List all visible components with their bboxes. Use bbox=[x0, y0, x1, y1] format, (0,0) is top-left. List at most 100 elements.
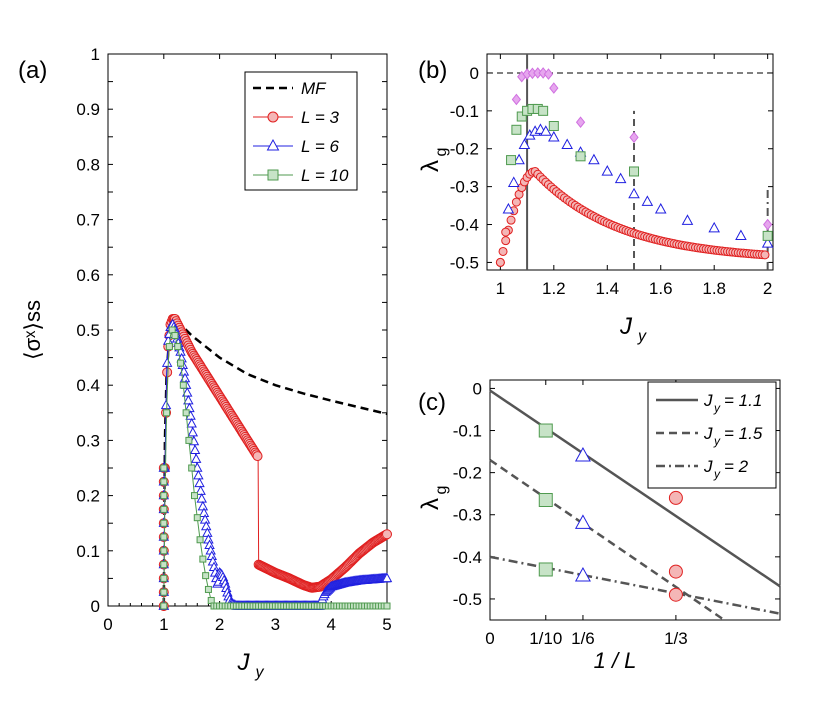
y-tick-label: 0.6 bbox=[76, 266, 100, 285]
y-tick-label: -0.1 bbox=[450, 102, 479, 121]
data-point bbox=[538, 493, 553, 507]
panel-b: 0 -0.1 -0.2 -0.3 -0.4 -0.5 1 1.2 1.4 1.6 1.8 2 J y λg bbox=[417, 53, 774, 345]
data-point bbox=[199, 555, 207, 563]
axes-frame bbox=[489, 379, 781, 621]
data-point bbox=[506, 215, 516, 225]
y-axis-label-sub: g bbox=[433, 486, 450, 495]
x-tick-label: 2 bbox=[763, 279, 772, 298]
legend-label-sub: y bbox=[713, 434, 721, 448]
legend-label-sub: y bbox=[713, 467, 721, 481]
y-tick-label: 0.5 bbox=[76, 321, 100, 340]
data-point bbox=[668, 564, 683, 579]
legend-value: = 2 bbox=[724, 457, 749, 476]
y-axis-label: ⟨σˣ⟩ss bbox=[20, 300, 45, 360]
x-axis-label-sub: y bbox=[637, 328, 647, 345]
data-point bbox=[501, 236, 511, 246]
x-tick-label: 0 bbox=[103, 615, 112, 634]
data-point bbox=[574, 514, 591, 529]
data-point bbox=[181, 387, 193, 397]
x-tick-label: 5 bbox=[382, 615, 391, 634]
data-point bbox=[629, 166, 640, 177]
data-point bbox=[160, 574, 168, 582]
x-tick-label: 1.8 bbox=[702, 279, 726, 298]
data-point bbox=[190, 492, 198, 500]
x-tick-label: 1 bbox=[159, 615, 168, 634]
panel-a: 0 0.1 0.2 0.3 0.4 0.5 0.6 0.7 0.8 0.9 1 0 1 2 3 4 5 J y ⟨σˣ… bbox=[20, 45, 393, 681]
y-tick-label: -0.2 bbox=[450, 140, 479, 159]
data-point bbox=[183, 394, 194, 405]
data-point bbox=[196, 493, 207, 503]
data-point bbox=[383, 602, 391, 610]
data-point bbox=[171, 332, 179, 340]
x-tick-label: 3 bbox=[271, 615, 280, 634]
data-point bbox=[762, 230, 773, 241]
panel-label-a: (a) bbox=[18, 57, 47, 84]
fit-line bbox=[489, 458, 725, 622]
data-point bbox=[760, 250, 770, 260]
y-tick-label: 0 bbox=[473, 379, 482, 398]
data-point bbox=[495, 257, 505, 267]
data-point bbox=[601, 165, 614, 176]
legend-label: L = 6 bbox=[301, 137, 340, 156]
data-point bbox=[177, 359, 185, 367]
data-point bbox=[160, 399, 172, 410]
legend-label: J bbox=[703, 457, 713, 476]
legend-marker bbox=[267, 111, 279, 123]
y-tick-label: -0.5 bbox=[453, 590, 482, 609]
data-point bbox=[197, 500, 209, 511]
x-axis-label: J bbox=[237, 649, 251, 676]
data-point bbox=[588, 153, 600, 165]
x-tick-label: 1/3 bbox=[664, 629, 688, 648]
data-point bbox=[763, 218, 773, 231]
data-point bbox=[160, 533, 168, 541]
fit-line bbox=[489, 389, 781, 588]
data-point bbox=[179, 381, 187, 389]
data-point bbox=[252, 451, 263, 462]
data-point bbox=[668, 587, 683, 602]
data-point bbox=[163, 409, 171, 417]
y-tick-label: -0.2 bbox=[453, 464, 482, 483]
data-point bbox=[160, 464, 168, 472]
data-point bbox=[575, 151, 586, 162]
data-point bbox=[160, 505, 168, 513]
data-point bbox=[186, 418, 197, 428]
data-point bbox=[193, 469, 204, 480]
y-tick-label: 0.4 bbox=[76, 376, 100, 395]
data-point bbox=[193, 514, 201, 522]
data-point bbox=[507, 176, 520, 187]
y-axis-label: λ bbox=[417, 498, 444, 510]
data-point bbox=[641, 195, 654, 206]
data-point bbox=[538, 105, 549, 116]
data-point bbox=[511, 197, 521, 207]
legend-label: J bbox=[703, 424, 713, 443]
data-point bbox=[506, 155, 517, 166]
y-tick-label: -0.3 bbox=[450, 178, 479, 197]
data-point bbox=[160, 588, 168, 596]
y-tick-label: 0.1 bbox=[76, 542, 100, 561]
data-point bbox=[160, 478, 168, 486]
data-point bbox=[561, 138, 573, 150]
data-point bbox=[185, 436, 193, 444]
legend-value: = 1.5 bbox=[724, 424, 763, 443]
data-point bbox=[498, 246, 508, 256]
data-point bbox=[538, 562, 553, 577]
x-tick-label: 1.4 bbox=[595, 279, 619, 298]
data-point bbox=[501, 227, 511, 237]
x-tick-label: 1/6 bbox=[571, 629, 595, 648]
data-point bbox=[548, 121, 559, 131]
x-axis-label: 1 / L bbox=[594, 648, 637, 673]
y-tick-label: 0.7 bbox=[76, 211, 100, 230]
legend-label: MF bbox=[301, 79, 327, 98]
y-tick-label: -0.4 bbox=[450, 216, 479, 235]
axes-frame bbox=[486, 53, 774, 271]
y-tick-label: -0.5 bbox=[450, 253, 479, 272]
x-tick-label: 4 bbox=[326, 615, 335, 634]
data-point bbox=[574, 446, 591, 462]
data-point bbox=[161, 357, 173, 367]
y-tick-label: -0.4 bbox=[453, 548, 482, 567]
legend-label: L = 3 bbox=[301, 108, 340, 127]
data-point bbox=[502, 202, 515, 214]
data-point bbox=[628, 187, 640, 199]
y-tick-label: -0.1 bbox=[453, 422, 482, 441]
data-point bbox=[188, 464, 196, 472]
